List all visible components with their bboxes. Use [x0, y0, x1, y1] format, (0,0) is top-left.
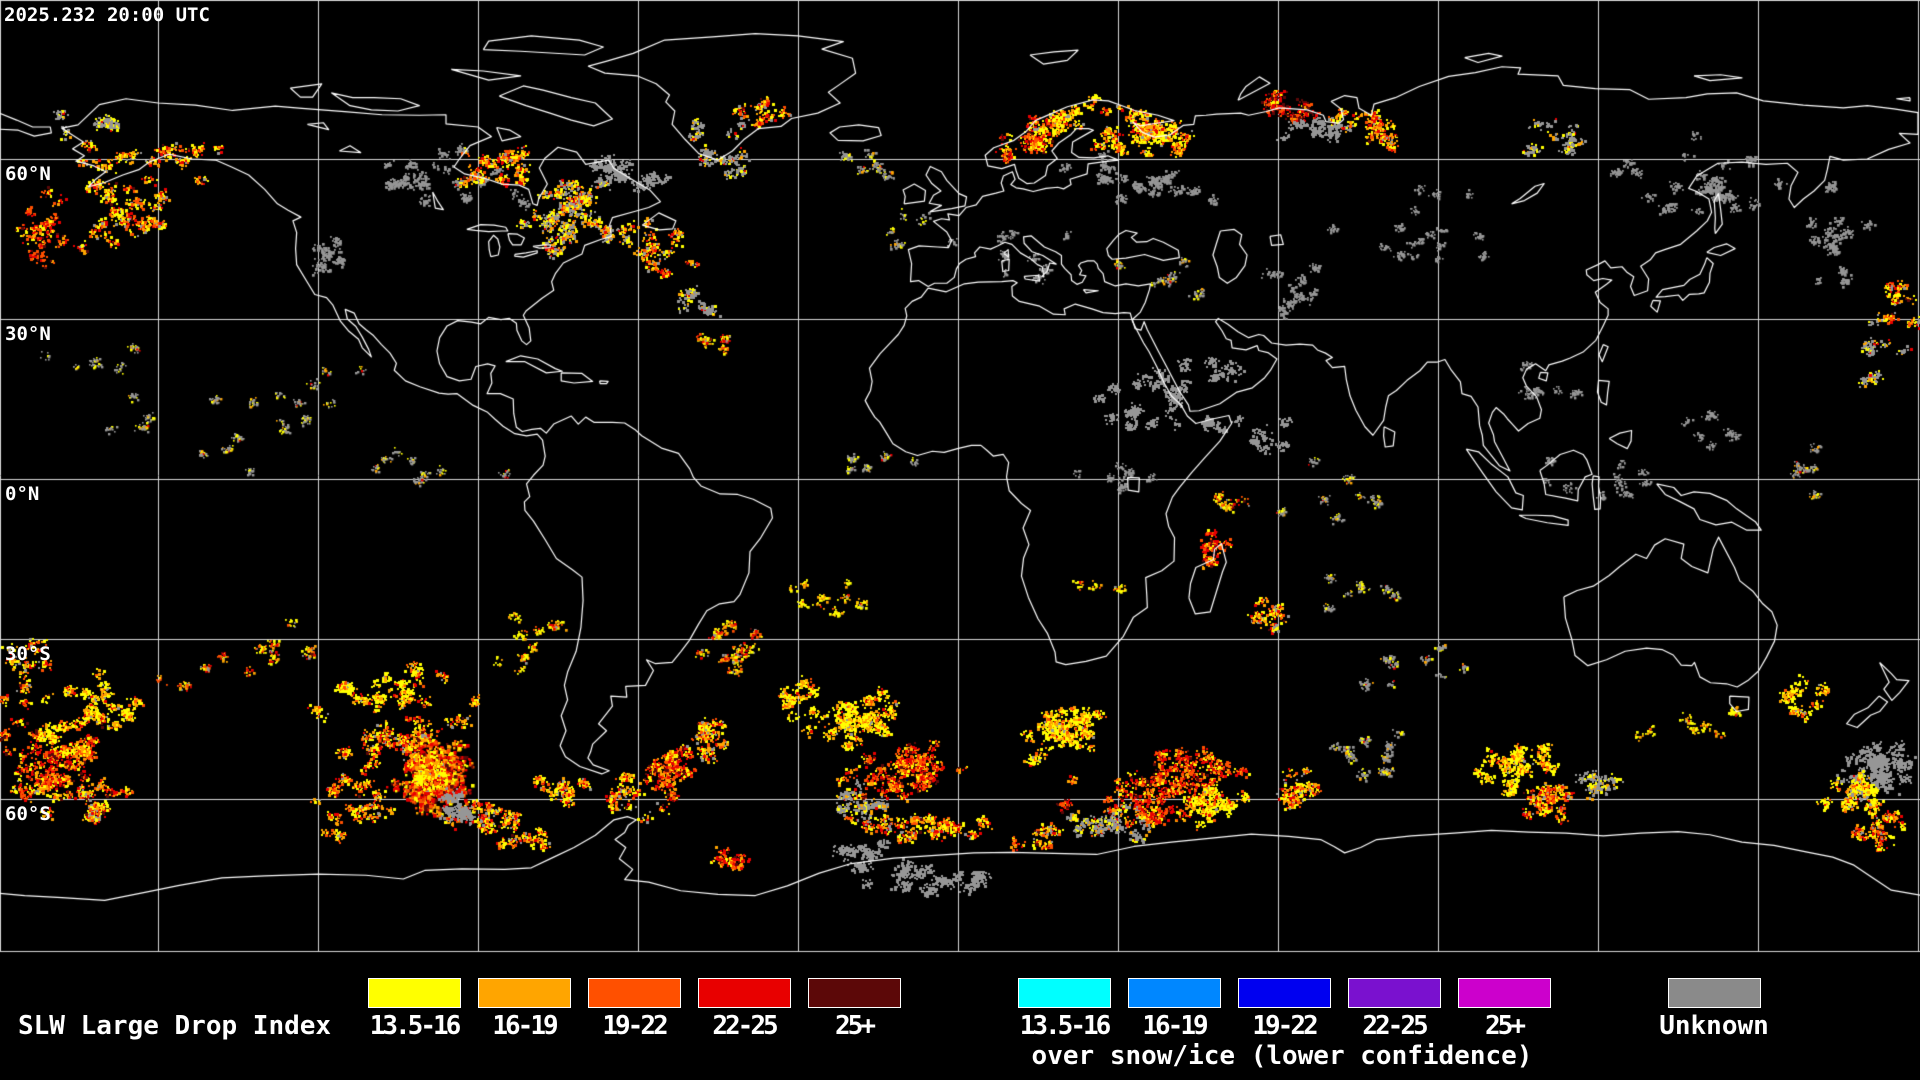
legend-warm-swatch-2 [588, 978, 681, 1008]
timestamp: 2025.232 20:00 UTC [4, 4, 210, 26]
legend-cool-swatch-0 [1018, 978, 1111, 1008]
legend-title: SLW Large Drop Index [18, 1011, 332, 1041]
legend-warm-label-3: 22-25 [712, 1011, 778, 1041]
legend-cool-caption: over snow/ice (lower confidence) [1031, 1041, 1533, 1071]
legend-cool-swatch-2 [1238, 978, 1331, 1008]
legend-warm-label-1: 16-19 [492, 1011, 558, 1041]
latitude-label: 30°N [5, 323, 51, 345]
legend-warm-swatch-0 [368, 978, 461, 1008]
latitude-label: 60°S [5, 802, 51, 825]
latitude-label: 0°N [5, 483, 40, 505]
legend-swatch-unknown [1668, 978, 1761, 1008]
legend-cool-swatch-1 [1128, 978, 1221, 1008]
legend-cool-label-4: 25+ [1485, 1011, 1526, 1041]
latitude-label: 30°S [5, 642, 51, 665]
legend-warm-label-0: 13.5-16 [369, 1011, 462, 1041]
legend-warm-swatch-1 [478, 978, 571, 1008]
latitude-label: 60°N [5, 163, 51, 185]
legend-cool-label-0: 13.5-16 [1019, 1011, 1112, 1041]
legend-warm-swatch-3 [698, 978, 791, 1008]
legend-warm-swatch-4 [808, 978, 901, 1008]
legend-cool-label-1: 16-19 [1142, 1011, 1208, 1041]
legend-warm-label-4: 25+ [835, 1011, 876, 1041]
legend-cool-swatch-3 [1348, 978, 1441, 1008]
legend-cool-swatch-4 [1458, 978, 1551, 1008]
legend-cool-label-2: 19-22 [1252, 1011, 1318, 1041]
legend-label-unknown: Unknown [1659, 1011, 1769, 1041]
legend-warm-label-2: 19-22 [602, 1011, 668, 1041]
legend-cool-label-3: 22-25 [1362, 1011, 1428, 1041]
